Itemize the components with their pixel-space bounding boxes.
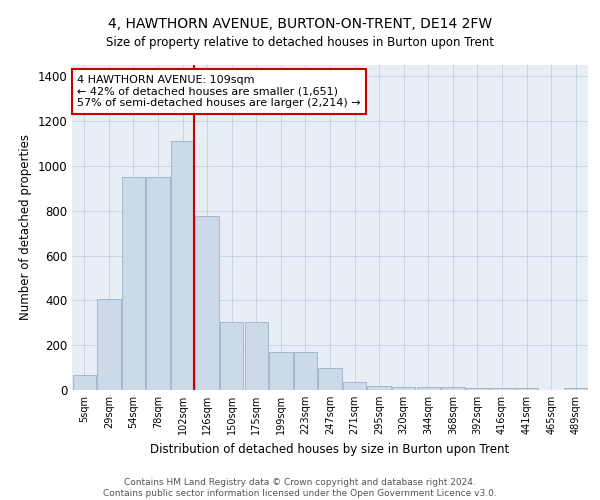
Bar xyxy=(294,352,317,390)
Text: Size of property relative to detached houses in Burton upon Trent: Size of property relative to detached ho… xyxy=(106,36,494,49)
Bar xyxy=(515,388,538,390)
X-axis label: Distribution of detached houses by size in Burton upon Trent: Distribution of detached houses by size … xyxy=(151,442,509,456)
Bar xyxy=(146,177,170,390)
Bar xyxy=(490,388,514,390)
Bar xyxy=(220,322,244,390)
Bar xyxy=(564,388,587,390)
Bar xyxy=(416,386,440,390)
Bar xyxy=(73,376,96,390)
Bar xyxy=(441,386,464,390)
Bar xyxy=(319,368,341,390)
Bar xyxy=(343,382,366,390)
Bar xyxy=(367,386,391,390)
Bar xyxy=(269,352,293,390)
Bar xyxy=(196,216,219,390)
Text: 4 HAWTHORN AVENUE: 109sqm
← 42% of detached houses are smaller (1,651)
57% of se: 4 HAWTHORN AVENUE: 109sqm ← 42% of detac… xyxy=(77,74,361,108)
Bar xyxy=(392,386,415,390)
Bar xyxy=(122,177,145,390)
Text: 4, HAWTHORN AVENUE, BURTON-ON-TRENT, DE14 2FW: 4, HAWTHORN AVENUE, BURTON-ON-TRENT, DE1… xyxy=(108,18,492,32)
Y-axis label: Number of detached properties: Number of detached properties xyxy=(19,134,32,320)
Bar xyxy=(171,141,194,390)
Bar xyxy=(245,322,268,390)
Bar xyxy=(466,388,489,390)
Text: Contains HM Land Registry data © Crown copyright and database right 2024.
Contai: Contains HM Land Registry data © Crown c… xyxy=(103,478,497,498)
Bar xyxy=(97,299,121,390)
